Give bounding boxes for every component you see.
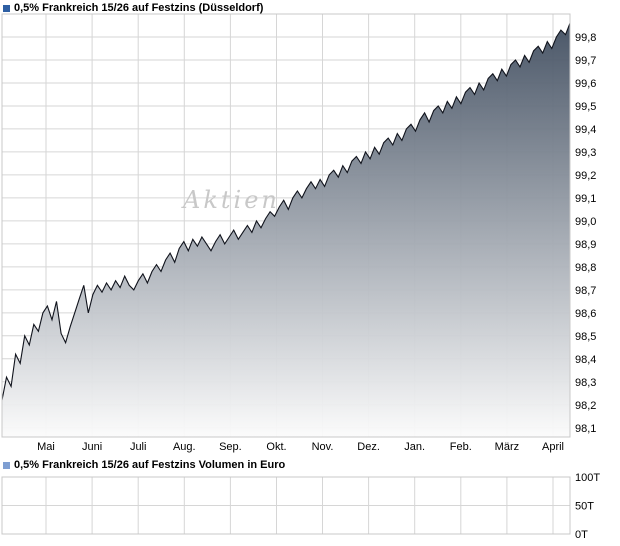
svg-text:Feb.: Feb.: [450, 441, 472, 453]
svg-text:98,8: 98,8: [575, 262, 596, 274]
svg-text:98,1: 98,1: [575, 423, 596, 435]
svg-text:Nov.: Nov.: [312, 441, 334, 453]
volume-chart-canvas: 100T 50T 0T: [1, 472, 600, 541]
svg-text:Juni: Juni: [82, 441, 102, 453]
svg-text:98,6: 98,6: [575, 308, 596, 320]
svg-text:100T: 100T: [575, 472, 600, 484]
svg-text:99,2: 99,2: [575, 170, 596, 182]
svg-text:Juli: Juli: [130, 441, 147, 453]
price-legend-marker-icon: [3, 4, 10, 12]
svg-text:50T: 50T: [575, 501, 594, 513]
svg-text:98,7: 98,7: [575, 285, 596, 297]
price-chart-title: 0,5% Frankreich 15/26 auf Festzins (Düss…: [14, 2, 264, 14]
svg-text:98,4: 98,4: [575, 354, 596, 366]
svg-text:99,1: 99,1: [575, 193, 596, 205]
svg-text:98,3: 98,3: [575, 377, 596, 389]
svg-text:99,0: 99,0: [575, 216, 596, 228]
svg-text:98,5: 98,5: [575, 331, 596, 343]
volume-legend-marker-icon: [3, 461, 10, 469]
price-chart-canvas: 99,8 99,7 99,6 99,5 99,4 99,3 99,2 99,1 99,0 98,9…: [1, 13, 596, 453]
price-chart-legend: 0,5% Frankreich 15/26 auf Festzins (Düss…: [3, 2, 263, 14]
svg-text:99,8: 99,8: [575, 32, 596, 44]
svg-text:Okt.: Okt.: [266, 441, 286, 453]
svg-text:99,3: 99,3: [575, 147, 596, 159]
svg-text:März: März: [495, 441, 519, 453]
svg-text:Mai: Mai: [37, 441, 55, 453]
svg-text:Dez.: Dez.: [357, 441, 380, 453]
svg-text:April: April: [542, 441, 564, 453]
volume-chart-title: 0,5% Frankreich 15/26 auf Festzins Volum…: [14, 459, 286, 471]
svg-text:Jan.: Jan.: [404, 441, 425, 453]
svg-text:99,7: 99,7: [575, 55, 596, 67]
svg-text:98,2: 98,2: [575, 400, 596, 412]
svg-text:99,5: 99,5: [575, 101, 596, 113]
svg-text:99,6: 99,6: [575, 78, 596, 90]
watermark: Aktien: [183, 186, 280, 214]
volume-chart-legend: 0,5% Frankreich 15/26 auf Festzins Volum…: [3, 459, 285, 471]
svg-text:99,4: 99,4: [575, 124, 596, 136]
svg-text:Sep.: Sep.: [219, 441, 242, 453]
svg-text:Aug.: Aug.: [173, 441, 196, 453]
svg-text:0T: 0T: [575, 529, 588, 541]
svg-text:98,9: 98,9: [575, 239, 596, 251]
